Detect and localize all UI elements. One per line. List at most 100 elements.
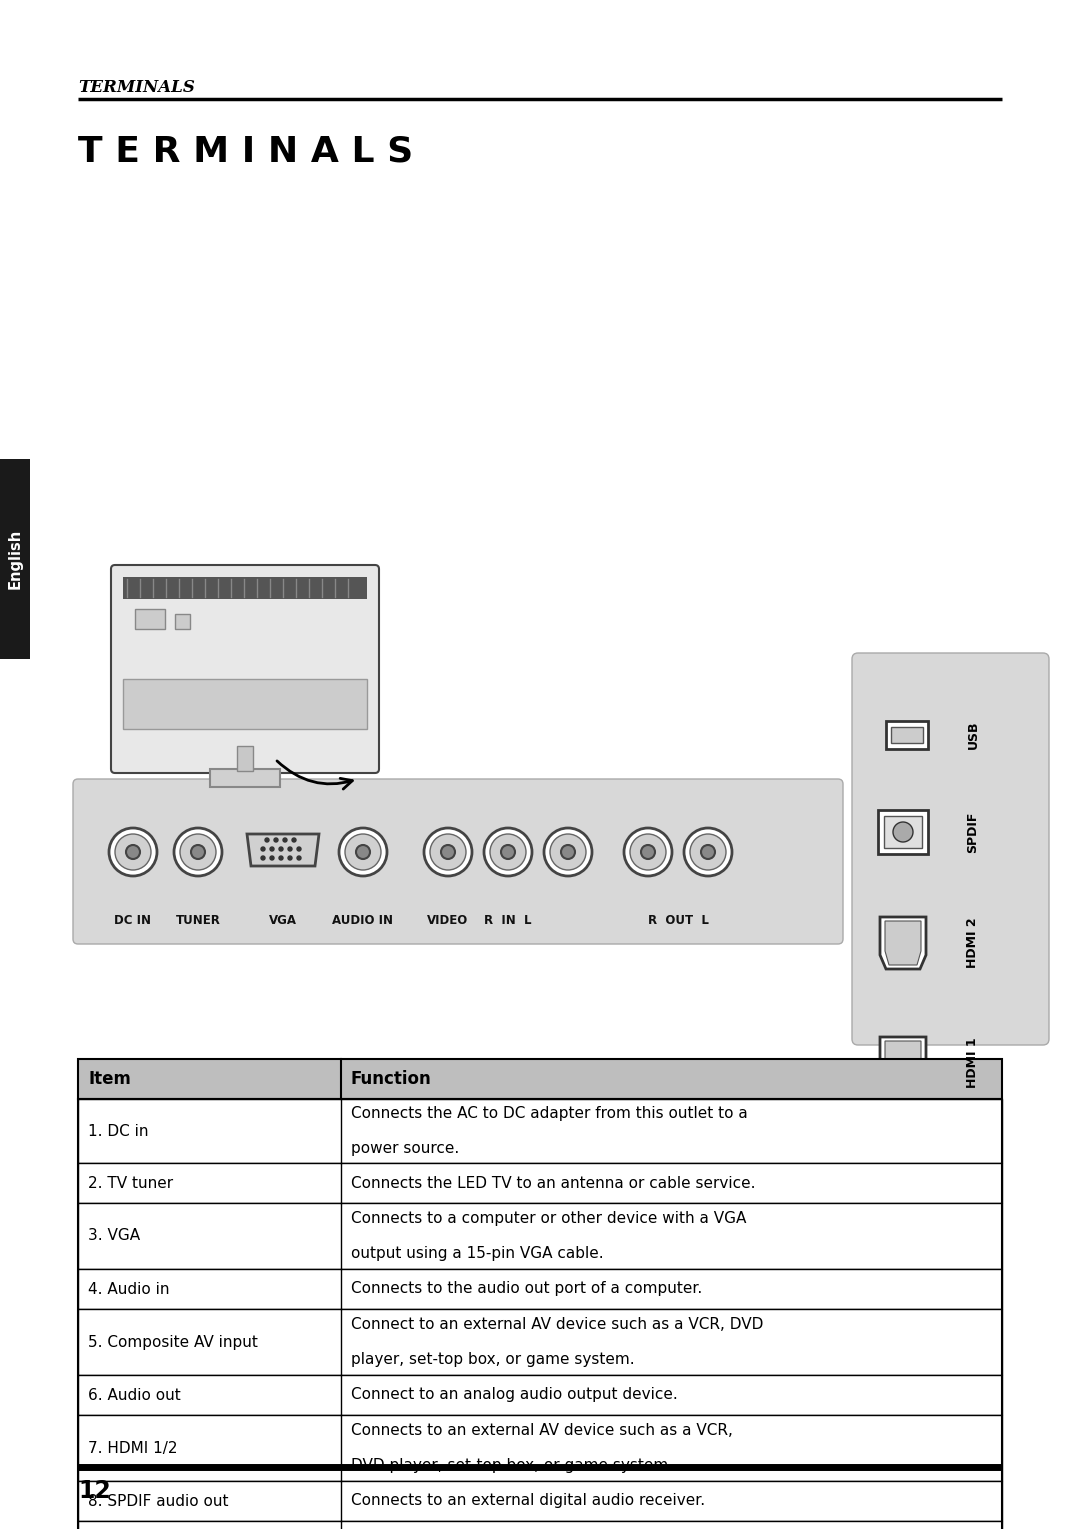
Circle shape xyxy=(292,838,296,842)
Bar xyxy=(78,1203,1002,1269)
Circle shape xyxy=(109,829,157,876)
Text: 6. Audio out: 6. Audio out xyxy=(87,1387,180,1402)
Text: Connect to an analog audio output device.: Connect to an analog audio output device… xyxy=(351,1387,678,1402)
FancyBboxPatch shape xyxy=(852,653,1049,1044)
Circle shape xyxy=(430,833,465,870)
Bar xyxy=(78,1164,1002,1203)
Text: 3. VGA: 3. VGA xyxy=(87,1228,140,1243)
Text: T E R M I N A L S: T E R M I N A L S xyxy=(78,135,414,168)
Bar xyxy=(78,1060,1002,1099)
Text: USB: USB xyxy=(967,720,980,749)
Circle shape xyxy=(265,838,269,842)
Circle shape xyxy=(126,846,140,859)
Bar xyxy=(135,609,165,628)
Bar xyxy=(78,1521,1002,1529)
Text: R  OUT  L: R OUT L xyxy=(648,914,708,928)
Bar xyxy=(878,810,928,855)
Circle shape xyxy=(261,847,265,852)
Text: output using a 15-pin VGA cable.: output using a 15-pin VGA cable. xyxy=(351,1246,604,1261)
Text: Connect to an external AV device such as a VCR, DVD: Connect to an external AV device such as… xyxy=(351,1316,764,1332)
Text: VIDEO: VIDEO xyxy=(428,914,469,928)
Circle shape xyxy=(490,833,526,870)
Circle shape xyxy=(630,833,666,870)
Text: Function: Function xyxy=(351,1070,432,1089)
Circle shape xyxy=(174,829,222,876)
Circle shape xyxy=(288,847,292,852)
Circle shape xyxy=(274,838,278,842)
Text: English: English xyxy=(8,529,23,589)
Circle shape xyxy=(180,833,216,870)
Circle shape xyxy=(356,846,370,859)
Polygon shape xyxy=(880,917,926,969)
Circle shape xyxy=(191,846,205,859)
Circle shape xyxy=(339,829,387,876)
Bar xyxy=(78,1414,1002,1482)
Circle shape xyxy=(279,847,283,852)
Circle shape xyxy=(690,833,726,870)
Text: 12: 12 xyxy=(78,1479,111,1503)
Text: Connects to an external AV device such as a VCR,: Connects to an external AV device such a… xyxy=(351,1422,733,1437)
Text: Connects to the audio out port of a computer.: Connects to the audio out port of a comp… xyxy=(351,1281,702,1297)
Circle shape xyxy=(684,829,732,876)
FancyBboxPatch shape xyxy=(73,778,843,943)
Circle shape xyxy=(261,856,265,859)
Text: R  IN  L: R IN L xyxy=(484,914,531,928)
Bar xyxy=(891,726,923,743)
Circle shape xyxy=(893,823,913,842)
Circle shape xyxy=(297,856,301,859)
Circle shape xyxy=(441,846,455,859)
Polygon shape xyxy=(247,833,319,865)
Text: 2. TV tuner: 2. TV tuner xyxy=(87,1176,173,1191)
Bar xyxy=(237,746,253,771)
Circle shape xyxy=(114,833,151,870)
FancyBboxPatch shape xyxy=(111,566,379,774)
Bar xyxy=(78,1099,1002,1529)
Text: 8. SPDIF audio out: 8. SPDIF audio out xyxy=(87,1494,229,1509)
Bar xyxy=(885,816,922,849)
Circle shape xyxy=(544,829,592,876)
Circle shape xyxy=(642,846,654,859)
Text: Connects to a computer or other device with a VGA: Connects to a computer or other device w… xyxy=(351,1211,746,1226)
Circle shape xyxy=(701,846,715,859)
Bar xyxy=(123,679,367,729)
Polygon shape xyxy=(885,920,921,965)
Bar xyxy=(78,1309,1002,1375)
Text: TERMINALS: TERMINALS xyxy=(78,80,194,96)
Circle shape xyxy=(501,846,515,859)
Bar xyxy=(78,1482,1002,1521)
Text: TUNER: TUNER xyxy=(176,914,220,928)
Text: SPDIF: SPDIF xyxy=(967,812,980,853)
Polygon shape xyxy=(885,1041,921,1086)
Text: HDMI 1: HDMI 1 xyxy=(967,1038,980,1089)
Bar xyxy=(886,722,928,749)
Text: power source.: power source. xyxy=(351,1141,459,1156)
Text: HDMI 2: HDMI 2 xyxy=(967,917,980,968)
Circle shape xyxy=(270,856,274,859)
Text: DVD player, set-top box, or game system.: DVD player, set-top box, or game system. xyxy=(351,1459,673,1474)
Circle shape xyxy=(279,856,283,859)
Circle shape xyxy=(297,847,301,852)
Text: 1. DC in: 1. DC in xyxy=(87,1124,149,1139)
Text: Connects to an external digital audio receiver.: Connects to an external digital audio re… xyxy=(351,1494,705,1509)
Text: Connects the AC to DC adapter from this outlet to a: Connects the AC to DC adapter from this … xyxy=(351,1105,747,1121)
Bar xyxy=(123,576,367,599)
Text: 4. Audio in: 4. Audio in xyxy=(87,1281,170,1297)
Text: DC IN: DC IN xyxy=(114,914,151,928)
Text: 7. HDMI 1/2: 7. HDMI 1/2 xyxy=(87,1440,177,1456)
Text: VGA: VGA xyxy=(269,914,297,928)
Circle shape xyxy=(283,838,287,842)
Circle shape xyxy=(550,833,586,870)
Text: AUDIO IN: AUDIO IN xyxy=(333,914,393,928)
Text: 5. Composite AV input: 5. Composite AV input xyxy=(87,1335,258,1350)
Text: player, set-top box, or game system.: player, set-top box, or game system. xyxy=(351,1352,635,1367)
Bar xyxy=(0,459,30,659)
Bar xyxy=(78,1269,1002,1309)
Bar xyxy=(78,1375,1002,1414)
Circle shape xyxy=(484,829,532,876)
Bar xyxy=(210,769,280,787)
Text: Item: Item xyxy=(87,1070,131,1089)
Circle shape xyxy=(270,847,274,852)
Circle shape xyxy=(624,829,672,876)
Circle shape xyxy=(288,856,292,859)
Circle shape xyxy=(561,846,575,859)
